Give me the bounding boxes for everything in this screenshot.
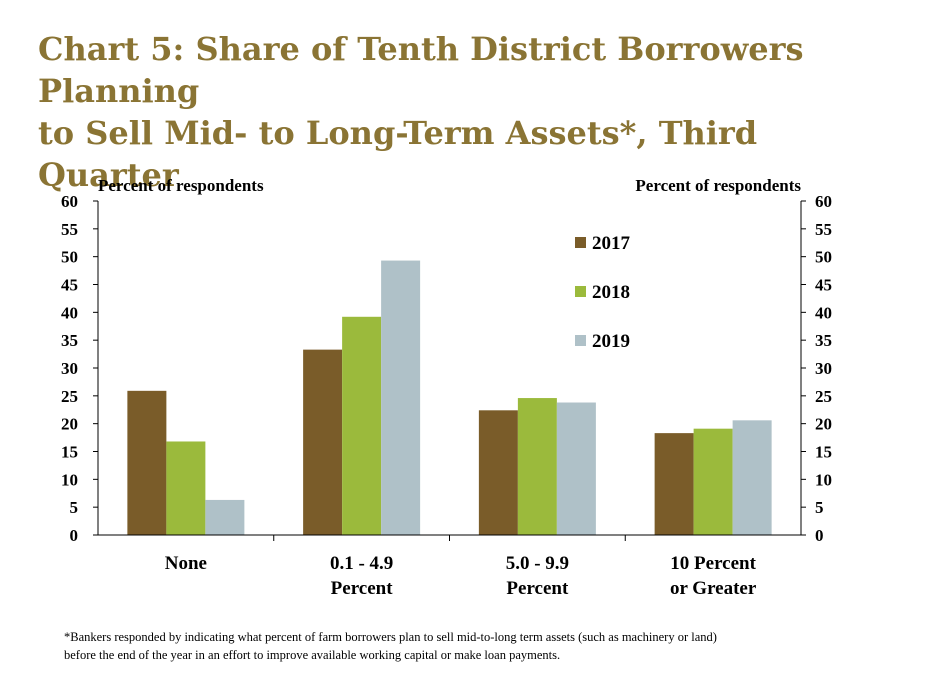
y-tick-label-left: 35 bbox=[61, 331, 78, 350]
y-tick-label-left: 40 bbox=[61, 303, 78, 322]
bar-2019-0 bbox=[205, 499, 245, 535]
legend-label-2019: 2019 bbox=[592, 331, 630, 352]
legend-swatch-2018 bbox=[575, 286, 586, 297]
y-tick-label-right: 10 bbox=[815, 470, 832, 489]
bar-2017-2 bbox=[478, 410, 518, 535]
footnote: *Bankers responded by indicating what pe… bbox=[64, 628, 864, 664]
footnote-line-2: before the end of the year in an effort … bbox=[64, 648, 561, 662]
y-axis-right-label: Percent of respondents bbox=[635, 176, 801, 195]
y-tick-label-right: 30 bbox=[815, 359, 832, 378]
y-tick-label-right: 35 bbox=[815, 331, 832, 350]
legend-label-2017: 2017 bbox=[592, 233, 631, 254]
bar-2017-1 bbox=[303, 349, 343, 535]
y-tick-label-left: 55 bbox=[61, 220, 78, 239]
x-tick-label: or Greater bbox=[670, 578, 757, 599]
x-tick-label: 5.0 - 9.9 bbox=[506, 553, 569, 574]
y-tick-label-right: 0 bbox=[815, 526, 824, 545]
y-tick-label-left: 30 bbox=[61, 359, 78, 378]
bar-2018-0 bbox=[166, 441, 206, 535]
bar-2017-0 bbox=[127, 390, 167, 535]
y-tick-label-right: 40 bbox=[815, 303, 832, 322]
chart-title-line-1: Chart 5: Share of Tenth District Borrowe… bbox=[38, 30, 804, 110]
y-tick-label-right: 5 bbox=[815, 498, 824, 517]
bar-2018-2 bbox=[517, 398, 557, 535]
y-tick-label-right: 25 bbox=[815, 387, 832, 406]
y-tick-label-left: 45 bbox=[61, 276, 78, 295]
y-tick-label-right: 15 bbox=[815, 443, 832, 462]
bar-2019-2 bbox=[556, 402, 596, 535]
x-tick-label: Percent bbox=[331, 578, 394, 599]
bars-group bbox=[127, 260, 772, 535]
y-tick-label-left: 50 bbox=[61, 248, 78, 267]
y-tick-label-right: 50 bbox=[815, 248, 832, 267]
bar-2017-3 bbox=[654, 433, 694, 535]
chart-title: Chart 5: Share of Tenth District Borrowe… bbox=[38, 28, 898, 196]
legend-label-2018: 2018 bbox=[592, 282, 630, 303]
x-axis-labels: None 0.1 - 4.9 Percent 5.0 - 9.9 Percent 10 P… bbox=[165, 553, 757, 599]
bar-2018-3 bbox=[693, 428, 733, 535]
y-axis-left-label: Percent of respondents bbox=[98, 176, 264, 195]
legend: 2017 2018 2019 bbox=[575, 233, 631, 352]
y-axis-left-ticks: 0 5 10 15 20 25 30 35 40 45 50 55 60 bbox=[61, 192, 98, 545]
x-tick-label: None bbox=[165, 553, 207, 574]
y-tick-label-left: 5 bbox=[70, 498, 79, 517]
y-tick-label-left: 0 bbox=[70, 526, 79, 545]
legend-swatch-2019 bbox=[575, 335, 586, 346]
y-tick-label-right: 55 bbox=[815, 220, 832, 239]
x-tick-label: 0.1 - 4.9 bbox=[330, 553, 393, 574]
y-tick-label-left: 25 bbox=[61, 387, 78, 406]
bar-2018-1 bbox=[342, 316, 382, 535]
y-tick-label-right: 60 bbox=[815, 192, 832, 211]
footnote-line-1: *Bankers responded by indicating what pe… bbox=[64, 630, 717, 644]
y-tick-label-left: 60 bbox=[61, 192, 78, 211]
y-tick-label-right: 20 bbox=[815, 415, 832, 434]
x-tick-label: Percent bbox=[506, 578, 569, 599]
bar-2019-3 bbox=[732, 420, 772, 535]
y-tick-label-left: 15 bbox=[61, 443, 78, 462]
chart-title-line-2: to Sell Mid- to Long-Term Assets*, Third… bbox=[38, 114, 758, 194]
y-tick-label-left: 20 bbox=[61, 415, 78, 434]
y-axis-right-ticks: 0 5 10 15 20 25 30 35 40 45 50 55 60 bbox=[801, 192, 832, 545]
legend-swatch-2017 bbox=[575, 237, 586, 248]
y-tick-label-right: 45 bbox=[815, 276, 832, 295]
bar-2019-1 bbox=[381, 260, 421, 535]
x-tick-label: 10 Percent bbox=[670, 553, 756, 574]
y-tick-label-left: 10 bbox=[61, 470, 78, 489]
